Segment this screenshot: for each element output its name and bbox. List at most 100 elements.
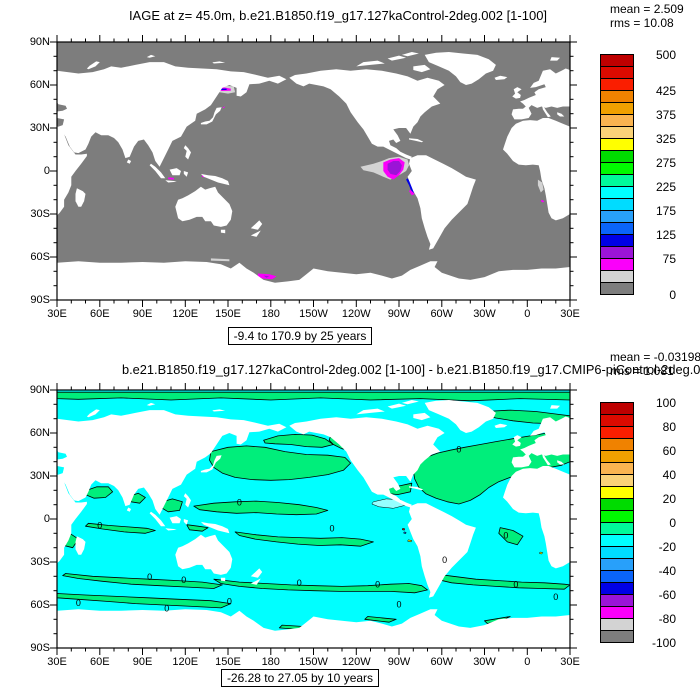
map-shape xyxy=(550,57,560,61)
colorbar-cell xyxy=(600,282,634,295)
map-shape xyxy=(494,423,508,428)
map-shape xyxy=(289,417,445,508)
map-shape xyxy=(407,155,476,250)
map-shape xyxy=(289,69,445,160)
map-shape xyxy=(234,531,374,547)
zero-contour-label: 0 xyxy=(396,599,401,609)
colorbar-tick-label: 40 xyxy=(662,468,676,482)
map-shape xyxy=(401,400,419,405)
map-shape xyxy=(503,118,570,221)
x-tick-label: 150E xyxy=(215,656,241,668)
map-shape xyxy=(169,516,181,524)
colorbar-tick-label: 375 xyxy=(655,108,676,122)
map-shape xyxy=(169,168,181,176)
panel-top-title: IAGE at z= 45.0m, b.e21.B1850.f19_g17.12… xyxy=(128,8,548,23)
map-shape xyxy=(407,503,476,598)
panel-top-mean: mean = 2.509 xyxy=(610,2,684,16)
y-tick-label: 90N xyxy=(29,384,50,396)
zero-contour-label: 0 xyxy=(375,579,380,589)
zero-contour-label: 0 xyxy=(237,498,242,508)
map-shape xyxy=(75,188,86,207)
map-shape xyxy=(387,161,402,176)
map-shape xyxy=(409,138,424,143)
map-shape xyxy=(200,521,230,534)
colorbar-tick-label: 425 xyxy=(655,84,676,98)
map-svg-bottom: 0 0 0 0 0 0 0 0 0 0 0 0 0 0 0 0 xyxy=(50,383,577,655)
colorbar-tick-label: 0 xyxy=(669,288,676,302)
map-shape xyxy=(146,402,156,406)
map-shape xyxy=(193,500,329,516)
map-shape xyxy=(57,126,87,216)
map-shape xyxy=(494,75,508,80)
map-shape xyxy=(183,519,189,525)
y-tick-label: 90S xyxy=(30,294,50,306)
x-tick-label: 120W xyxy=(341,308,371,320)
map-shape xyxy=(250,220,263,230)
map-shape xyxy=(212,61,226,64)
map-shape xyxy=(183,493,191,508)
x-tick-label: 30W xyxy=(473,656,496,668)
map-shape xyxy=(498,527,524,546)
y-tick-label: 30S xyxy=(30,556,50,568)
colorbar-tick-label: 500 xyxy=(655,48,676,62)
map-shape xyxy=(86,61,100,70)
map-shape xyxy=(542,454,551,466)
colorbar-tick-label: 60 xyxy=(662,444,676,458)
colorbar-tick-label: 80 xyxy=(662,420,676,434)
map-shape xyxy=(539,551,544,555)
map-shape xyxy=(424,400,496,433)
x-tick-label: 60W xyxy=(430,656,454,668)
y-tick-label: 60N xyxy=(29,427,50,439)
y-tick-label: 30N xyxy=(29,470,50,482)
map-shape xyxy=(220,229,226,234)
map-shape xyxy=(57,410,287,515)
y-tick-label: 0 xyxy=(43,513,50,525)
x-tick-label: 60E xyxy=(89,656,110,668)
map-svg-top xyxy=(50,35,577,307)
zero-contour-label: 0 xyxy=(147,572,152,582)
map-shape xyxy=(250,578,261,585)
x-tick-label: 30E xyxy=(560,656,580,668)
map-shape xyxy=(542,106,551,118)
y-tick-label: 60S xyxy=(30,599,50,611)
colorbar-tick-label: -20 xyxy=(658,540,676,554)
map-shape xyxy=(149,511,166,527)
x-tick-label: 60E xyxy=(89,308,110,320)
y-tick-label: 30N xyxy=(29,122,50,134)
map-shape xyxy=(557,112,565,117)
world-map-bottom: 0 0 0 0 0 0 0 0 0 0 0 0 0 0 0 0 xyxy=(47,380,580,658)
zero-contour-label: 0 xyxy=(227,596,232,606)
x-tick-label: 90E xyxy=(132,656,153,668)
map-shape xyxy=(85,522,156,534)
map-shape xyxy=(186,524,209,532)
x-tick-label: 90W xyxy=(387,308,411,320)
map-shape xyxy=(512,87,522,99)
panel-bottom-mean: mean = -0.03198 xyxy=(610,350,700,364)
map-shape xyxy=(250,568,263,578)
map-shape xyxy=(57,62,287,167)
colorbar-tick-label: -80 xyxy=(658,612,676,626)
map-shape xyxy=(183,171,189,177)
zero-contour-label: 0 xyxy=(97,521,102,531)
zero-contour-label: 0 xyxy=(164,604,169,614)
y-tick-label: 90N xyxy=(29,36,50,48)
zero-contour-label: 0 xyxy=(503,531,508,541)
x-tick-label: 120E xyxy=(172,308,199,320)
map-shape xyxy=(86,409,100,418)
zero-contour-label: 0 xyxy=(456,445,461,455)
panel-bottom-range-box: -26.28 to 27.05 by 10 years xyxy=(220,669,380,687)
map-shape xyxy=(409,189,415,196)
map-shape xyxy=(511,68,570,120)
map-shape xyxy=(409,486,424,491)
colorbar-tick-label: 125 xyxy=(655,228,676,242)
map-shape xyxy=(210,258,230,262)
zero-contour-label: 0 xyxy=(76,598,81,608)
map-shape xyxy=(387,403,407,409)
map-shape xyxy=(62,573,223,589)
x-tick-label: 180 xyxy=(261,308,280,320)
map-shape xyxy=(175,534,233,575)
map-shape xyxy=(75,536,86,555)
map-shape xyxy=(356,408,385,415)
panel-bottom-colorbar xyxy=(600,402,634,643)
